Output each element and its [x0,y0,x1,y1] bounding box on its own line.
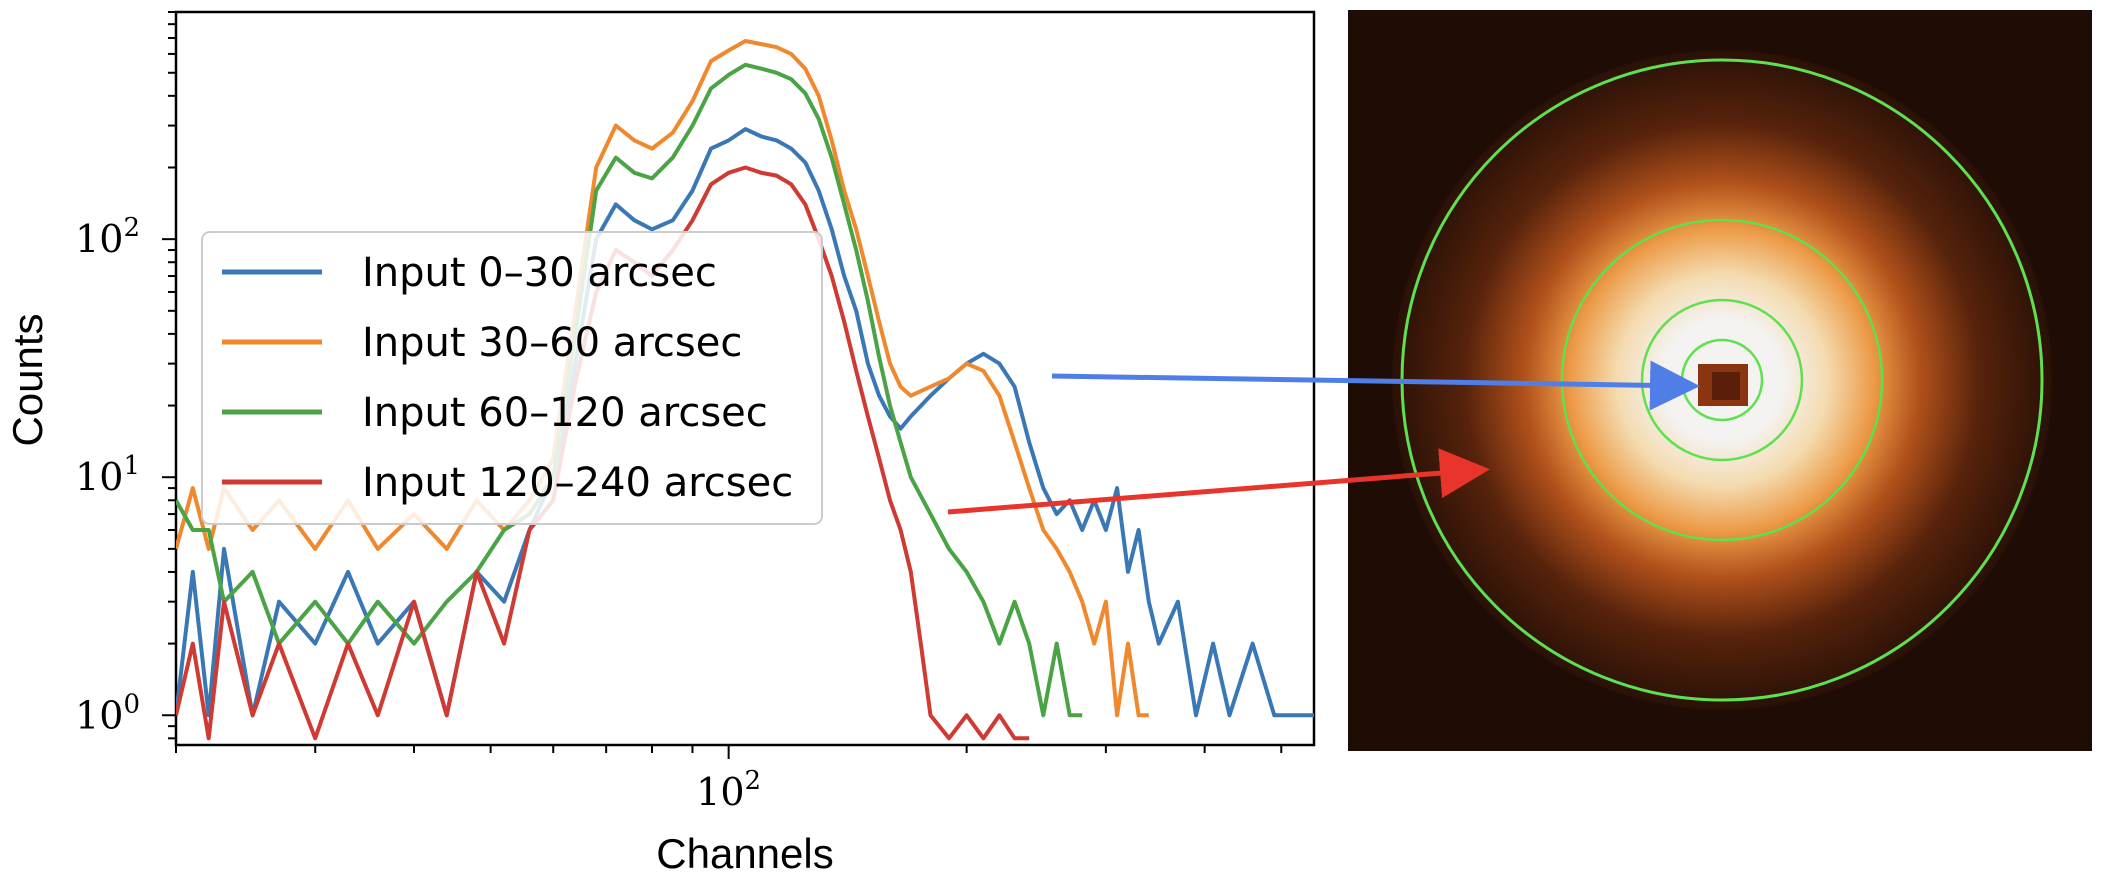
annulus-ring [1560,218,1884,542]
ticks-layer: 100 101 102 102 [75,11,1283,814]
legend-label: Input 30–60 arcsec [362,320,742,366]
blue-arrow [1051,360,1700,411]
annulus-ring [1640,298,1804,462]
series-line-2 [176,62,1083,718]
series-layer [176,39,1314,741]
x-tick-label: 102 [696,766,761,814]
image-panel [1348,10,2092,751]
y-tick-label: 101 [75,451,140,499]
y-tick-label: 102 [75,213,140,261]
red-arrow [947,448,1490,515]
x-axis-label: Channels [656,830,833,877]
arrows [947,360,1700,515]
y-axis-label: Counts [4,313,51,446]
center-source-core [1712,372,1740,400]
legend-label: Input 120–240 arcsec [362,460,793,506]
legend: Input 0–30 arcsec Input 30–60 arcsec Input… [201,231,823,525]
y-tick-label: 100 [75,689,140,737]
series-line-3 [176,165,1030,741]
legend-box [201,231,823,525]
legend-label: Input 0–30 arcsec [362,250,717,296]
legend-label: Input 60–120 arcsec [362,390,768,436]
